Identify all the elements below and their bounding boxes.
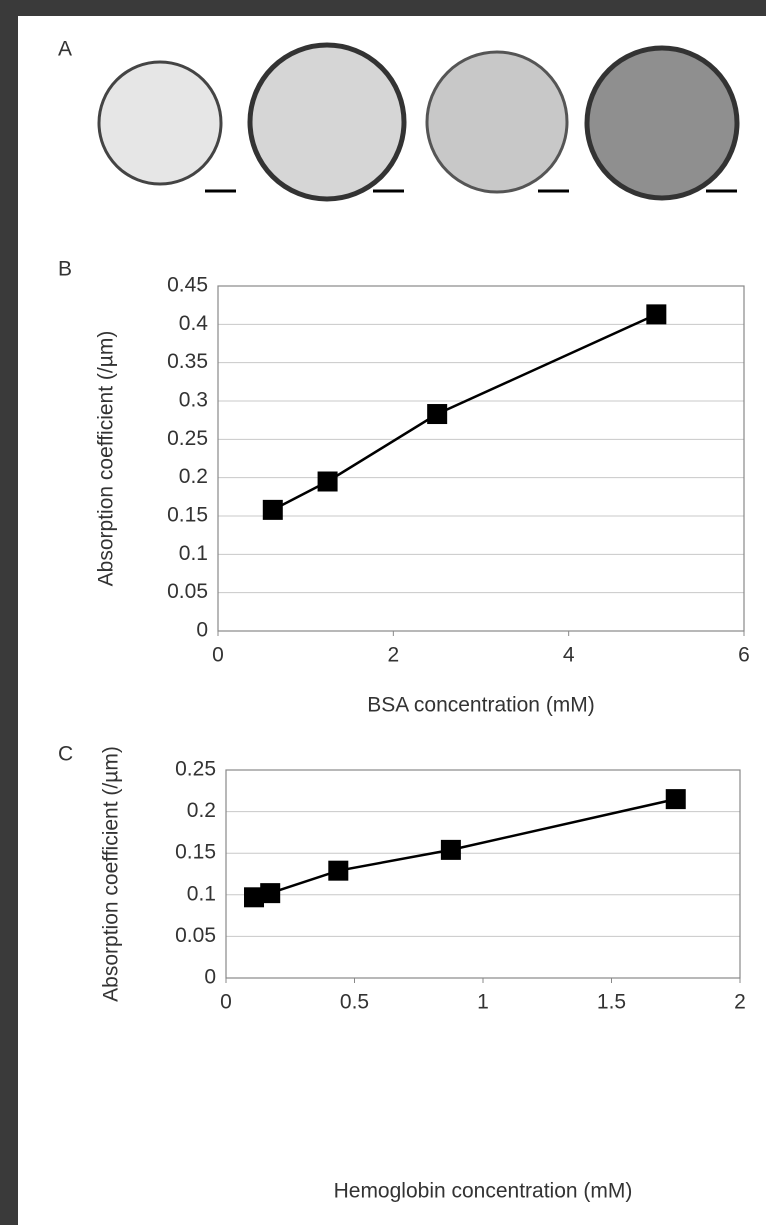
y-tick-label: 0.05 [175, 924, 216, 947]
x-tick-label: 2 [734, 991, 746, 1014]
x-tick-label: 0 [212, 644, 224, 667]
x-axis-title: BSA concentration (mM) [367, 694, 595, 717]
x-tick-label: 4 [563, 644, 575, 667]
data-point [263, 500, 283, 520]
y-tick-label: 0.15 [175, 841, 216, 864]
panel-label: A [58, 38, 72, 61]
y-tick-label: 0.2 [187, 799, 216, 822]
data-point [666, 789, 686, 809]
data-point [427, 404, 447, 424]
x-tick-label: 0.5 [340, 991, 369, 1014]
y-tick-label: 0.05 [167, 580, 208, 603]
x-tick-label: 1 [477, 991, 489, 1014]
y-tick-label: 0.3 [179, 389, 208, 412]
x-tick-label: 1.5 [597, 991, 626, 1014]
y-axis-title: Absorption coefficient (/µm) [100, 746, 123, 1002]
y-tick-label: 0.2 [179, 465, 208, 488]
data-point [328, 861, 348, 881]
data-point [441, 840, 461, 860]
droplet-image [99, 62, 221, 184]
droplet-image [427, 52, 567, 192]
panel-label: C [58, 743, 73, 766]
x-tick-label: 6 [738, 644, 750, 667]
y-tick-label: 0.15 [167, 504, 208, 527]
y-tick-label: 0.45 [167, 274, 208, 297]
x-tick-label: 2 [387, 644, 399, 667]
y-tick-label: 0.4 [179, 312, 209, 335]
y-axis-title: Absorption coefficient (/µm) [95, 331, 118, 587]
figure: A B 0 0.05 0.1 0.15 0.2 0.25 0.3 0.35 0.4 0.45 0 2 4 6… [0, 0, 766, 1225]
y-tick-label: 0.35 [167, 350, 208, 373]
y-tick-label: 0.1 [179, 542, 208, 565]
y-tick-label: 0.25 [167, 427, 208, 450]
page: A B 0 0.05 0.1 0.15 0.2 0.25 0.3 0.35 0.4 0.45 0 2 4 6… [0, 0, 766, 1225]
y-tick-label: 0.1 [187, 882, 216, 905]
panel-label: B [58, 258, 72, 281]
droplet-image [250, 45, 404, 199]
x-tick-label: 0 [220, 991, 232, 1014]
data-point [646, 304, 666, 324]
y-tick-label: 0 [204, 966, 216, 989]
y-tick-label: 0 [196, 619, 208, 642]
data-point [260, 883, 280, 903]
data-point [318, 472, 338, 492]
droplet-image [587, 48, 737, 198]
x-axis-title: Hemoglobin concentration (mM) [334, 1180, 633, 1203]
y-tick-label: 0.25 [175, 758, 216, 781]
